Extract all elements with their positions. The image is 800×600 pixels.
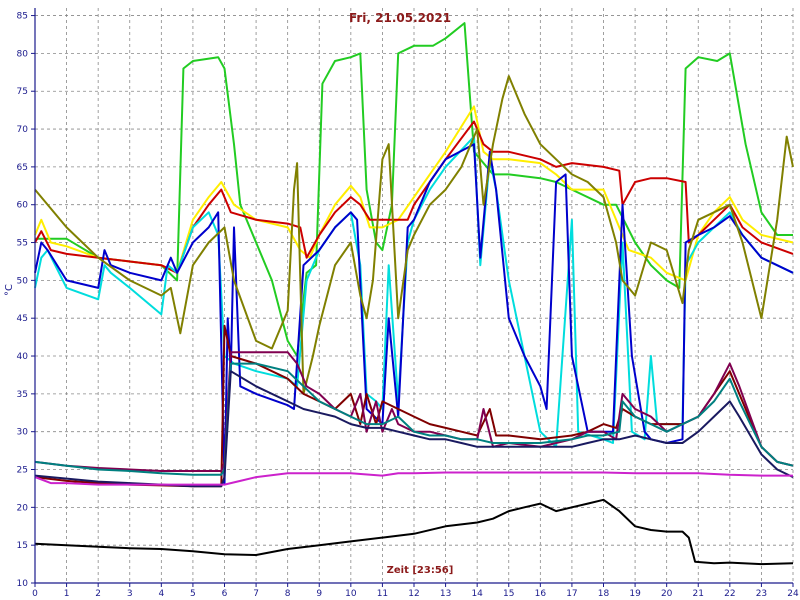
y-tick-label: 85 bbox=[17, 12, 28, 22]
x-tick-label: 21 bbox=[693, 589, 704, 599]
y-tick-label: 60 bbox=[17, 201, 29, 211]
y-tick-label: 55 bbox=[17, 239, 28, 249]
series-line-7 bbox=[34, 324, 794, 488]
series-line-12 bbox=[34, 498, 794, 566]
y-tick-label: 40 bbox=[17, 352, 29, 362]
series-group bbox=[34, 22, 794, 566]
x-tick-label: 0 bbox=[32, 589, 38, 599]
series-line-11 bbox=[34, 471, 793, 486]
y-tick-label: 80 bbox=[17, 49, 29, 59]
y-tick-label: 10 bbox=[17, 579, 29, 589]
x-tick-label: 18 bbox=[598, 589, 610, 599]
y-tick-label: 45 bbox=[17, 314, 28, 324]
chart-title: Fri, 21.05.2021 bbox=[349, 11, 451, 25]
x-tick-label: 10 bbox=[345, 589, 357, 599]
x-tick-label: 2 bbox=[95, 589, 101, 599]
x-tick-label: 8 bbox=[285, 589, 291, 599]
y-tick-label: 15 bbox=[17, 541, 28, 551]
y-tick-label: 20 bbox=[17, 503, 29, 513]
y-tick-label: 65 bbox=[17, 163, 28, 173]
y-tick-label: 50 bbox=[17, 276, 29, 286]
x-tick-label: 17 bbox=[566, 589, 577, 599]
x-tick-label: 22 bbox=[724, 589, 735, 599]
x-tick-label: 24 bbox=[787, 589, 799, 599]
y-tick-label: 35 bbox=[17, 390, 28, 400]
x-axis-label: Zeit [23:56] bbox=[387, 565, 454, 576]
x-tick-label: 13 bbox=[440, 589, 451, 599]
series-line-6 bbox=[34, 75, 794, 395]
x-tick-label: 19 bbox=[629, 589, 641, 599]
y-tick-label: 25 bbox=[17, 466, 28, 476]
x-tick-label: 15 bbox=[503, 589, 514, 599]
x-tick-label: 12 bbox=[408, 589, 419, 599]
x-tick-label: 1 bbox=[64, 589, 70, 599]
axes bbox=[31, 8, 794, 587]
x-tick-label: 5 bbox=[190, 589, 196, 599]
x-tick-label: 14 bbox=[471, 589, 483, 599]
x-tick-label: 3 bbox=[127, 589, 133, 599]
x-tick-label: 23 bbox=[756, 589, 767, 599]
x-tick-label: 6 bbox=[222, 589, 228, 599]
y-tick-label: 30 bbox=[17, 428, 29, 438]
x-tick-label: 9 bbox=[316, 589, 322, 599]
series-line-10 bbox=[34, 370, 794, 488]
x-tick-label: 20 bbox=[661, 589, 673, 599]
x-tick-label: 11 bbox=[377, 589, 388, 599]
y-tick-label: 75 bbox=[17, 87, 28, 97]
x-tick-label: 7 bbox=[253, 589, 259, 599]
y-tick-label: 70 bbox=[17, 125, 29, 135]
x-tick-label: 4 bbox=[158, 589, 164, 599]
x-tick-label: 16 bbox=[535, 589, 547, 599]
y-axis-label: °C bbox=[4, 284, 15, 296]
tick-labels: 0 1 2 3 4 5 6 7 8 9 10 11 12 13 14 15 16 17 18 19 20 21 22 23 24… bbox=[17, 12, 799, 599]
